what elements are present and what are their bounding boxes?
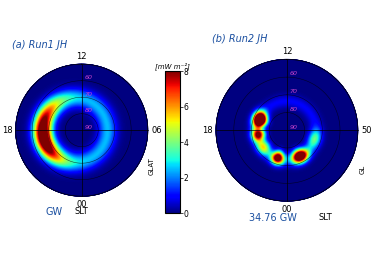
Text: 18: 18 (202, 126, 212, 135)
Text: 00: 00 (76, 200, 87, 209)
Text: 70: 70 (84, 91, 92, 97)
Text: 80: 80 (84, 108, 92, 113)
Text: 06: 06 (151, 126, 162, 135)
Text: 50: 50 (361, 126, 372, 135)
Text: SLT: SLT (319, 213, 333, 222)
Text: 90: 90 (290, 124, 298, 130)
Text: 12: 12 (76, 52, 87, 61)
Text: 60: 60 (290, 71, 298, 76)
Text: GLAT: GLAT (149, 157, 155, 176)
Text: (a) Run1 JH: (a) Run1 JH (11, 40, 67, 50)
Text: 00: 00 (282, 205, 292, 214)
Text: GW: GW (45, 208, 63, 217)
Text: 70: 70 (290, 89, 298, 94)
Text: 34.76 GW: 34.76 GW (249, 213, 297, 223)
Title: [mW m⁻²]: [mW m⁻²] (155, 62, 190, 70)
Text: SLT: SLT (75, 208, 89, 216)
Text: 90: 90 (84, 124, 92, 130)
Text: (b) Run2 JH: (b) Run2 JH (212, 34, 267, 44)
Text: 18: 18 (2, 126, 13, 135)
Text: 60: 60 (84, 75, 92, 80)
Text: GL: GL (359, 165, 365, 174)
Text: 12: 12 (282, 47, 292, 56)
Text: 80: 80 (290, 107, 298, 112)
